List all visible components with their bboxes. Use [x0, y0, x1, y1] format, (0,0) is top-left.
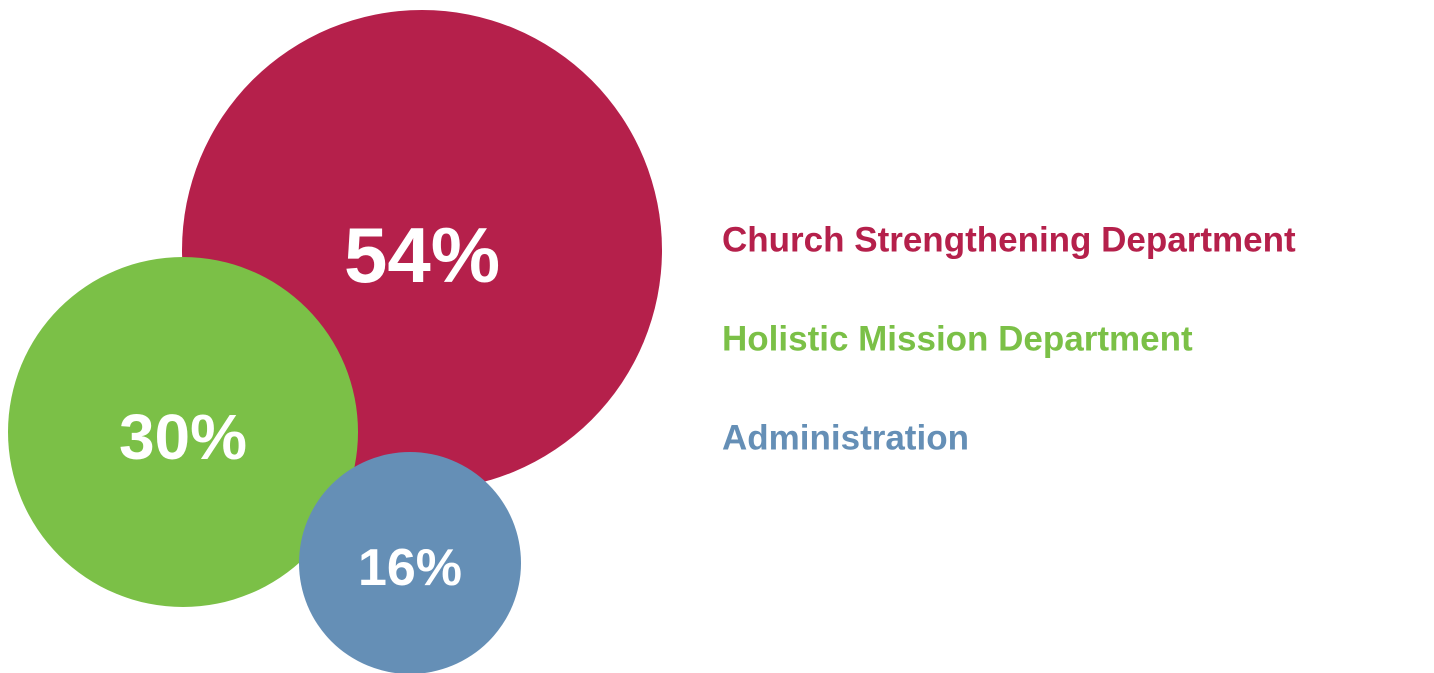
legend-item-holistic-mission-department: Holistic Mission Department: [722, 320, 1193, 359]
bubble-holistic-mission-department: [8, 257, 358, 607]
legend-item-church-strengthening-department: Church Strengthening Department: [722, 221, 1296, 260]
legend: Church Strengthening Department Holistic …: [722, 221, 1296, 458]
value-label-holistic-mission-department: 30%: [119, 401, 247, 473]
bubble-administration: [299, 452, 521, 673]
legend-item-administration: Administration: [722, 419, 969, 458]
value-label-administration: 16%: [358, 539, 462, 597]
bubble-group: 54% 30% 16%: [8, 10, 662, 673]
value-label-church-strengthening-department: 54%: [344, 211, 500, 299]
